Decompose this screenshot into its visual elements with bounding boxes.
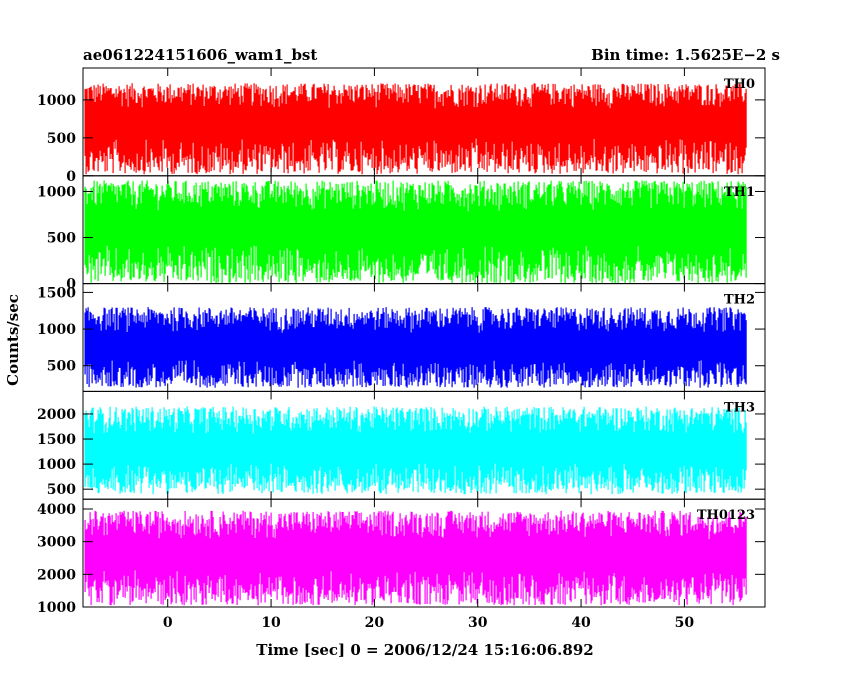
y-tick-label: 1000 xyxy=(37,600,76,616)
y-tick-label: 4000 xyxy=(37,502,76,518)
panel-label: TH0123 xyxy=(697,508,755,523)
y-tick-label: 500 xyxy=(47,482,76,498)
y-tick-label: 0 xyxy=(66,169,76,185)
panel-th2: 500 1000 1500 TH2 xyxy=(37,283,766,392)
y-tick-label: 500 xyxy=(47,131,76,147)
x-tick-label: 50 xyxy=(675,615,695,631)
panel-label: TH0 xyxy=(724,77,755,92)
chart-title: ae061224151606_wam1_bst xyxy=(83,46,317,64)
series-core-th2 xyxy=(85,333,747,360)
panel-th0: 0 500 1000 TH0 xyxy=(37,67,766,185)
y-tick-label: 1000 xyxy=(37,93,76,109)
y-tick-label: 500 xyxy=(47,359,76,375)
panel-th1: 0 500 1000 TH1 xyxy=(37,175,766,293)
y-tick-label: 1000 xyxy=(37,322,76,338)
series-core-th0 xyxy=(85,108,747,139)
panel-th3: 500 1000 1500 2000 TH3 xyxy=(37,390,766,500)
panel-th0123: 1000 2000 3000 4000 TH0123 xyxy=(37,498,766,616)
panel-frame xyxy=(82,498,766,608)
y-tick-label: 2000 xyxy=(37,567,76,583)
y-axis-label: Counts/sec xyxy=(4,294,22,386)
panel-label: TH3 xyxy=(724,400,755,415)
x-axis-label: Time [sec] 0 = 2006/12/24 15:16:06.892 xyxy=(256,641,593,659)
series-core-th1 xyxy=(85,211,747,245)
panel-label: TH2 xyxy=(724,293,755,308)
x-tick-label: 10 xyxy=(261,615,281,631)
x-tick-label: 30 xyxy=(468,615,488,631)
bin-time-label: Bin time: 1.5625E−2 s xyxy=(591,46,780,64)
y-tick-label: 1500 xyxy=(37,285,76,301)
y-tick-label: 1000 xyxy=(37,457,76,473)
x-tick-label: 20 xyxy=(365,615,385,631)
y-tick-label: 0 xyxy=(66,277,76,293)
y-tick-label: 1000 xyxy=(37,184,76,200)
y-tick-label: 3000 xyxy=(37,535,76,551)
y-tick-label: 1500 xyxy=(37,432,76,448)
series-core-th3 xyxy=(85,434,747,463)
panel-label: TH1 xyxy=(724,185,755,200)
x-tick-label: 40 xyxy=(571,615,591,631)
x-tick-label: 0 xyxy=(163,615,173,631)
y-tick-label: 2000 xyxy=(37,407,76,423)
y-tick-label: 500 xyxy=(47,231,76,247)
series-core-th0123 xyxy=(85,539,747,570)
